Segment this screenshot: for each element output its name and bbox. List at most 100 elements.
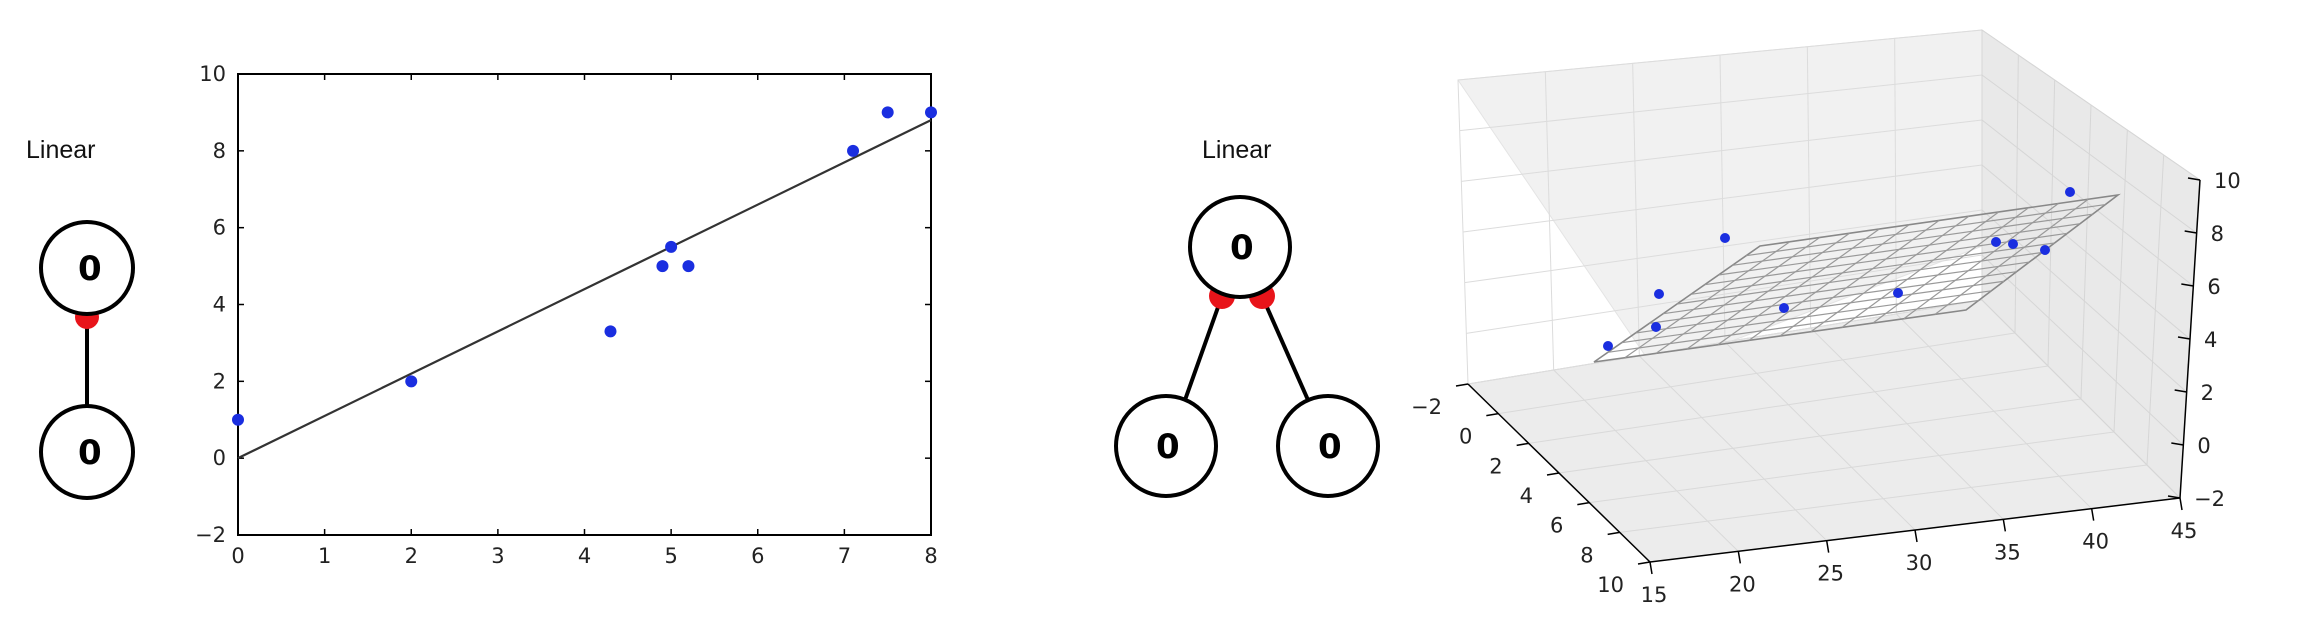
y-tick-mark	[1825, 540, 1830, 553]
data-point-3d	[2040, 245, 2050, 255]
back-grid-line	[1464, 209, 1983, 284]
back-grid-line	[1459, 74, 1983, 132]
y-tick-label: 2	[213, 369, 226, 393]
data-point-3d	[1654, 289, 1664, 299]
x-tick-label: 6	[1550, 514, 1563, 538]
data-point-3d	[2008, 239, 2018, 249]
data-point	[847, 144, 860, 157]
x-tick-mark	[1577, 501, 1590, 506]
y-tick-label: 4	[213, 293, 226, 317]
y-tick-label: 35	[1994, 540, 2021, 564]
plot-frame	[237, 73, 932, 536]
x-tick-label: 4	[1520, 484, 1533, 508]
x-tick-label: 1	[318, 544, 331, 568]
x-tick-mark	[1516, 442, 1529, 447]
back-grid-line	[1461, 119, 1983, 182]
fit-line	[237, 119, 932, 460]
data-point-3d	[2065, 187, 2075, 197]
x-tick-label: 6	[751, 544, 764, 568]
y-tick-label: 25	[1817, 562, 1844, 586]
x-tick-label: 5	[664, 544, 677, 568]
plane-grid-line	[1746, 203, 2106, 257]
x-tick-mark	[1455, 383, 1469, 387]
x-tick-label: 0	[1459, 425, 1472, 449]
x-tick-label: 4	[578, 544, 591, 568]
network-node-bottom-label: 0	[78, 433, 102, 473]
network-node-left-label: 0	[1156, 427, 1180, 467]
data-point	[405, 375, 418, 388]
plane-grid-line	[1732, 213, 2093, 266]
network-node-top	[39, 220, 135, 316]
network-node-top-label: 0	[78, 249, 102, 289]
network-node-left	[1114, 394, 1218, 498]
x-tick-label: 8	[924, 544, 937, 568]
y-tick-mark	[1914, 529, 1918, 543]
x-tick-label: 0	[231, 544, 244, 568]
x-tick-label: 8	[1580, 543, 1593, 567]
y-tick-label: 30	[1906, 551, 1933, 575]
x-tick-label: 7	[838, 544, 851, 568]
x-tick-label: 2	[405, 544, 418, 568]
y-tick-label: −2	[195, 523, 226, 547]
z-tick-label: 0	[2197, 434, 2210, 458]
z-tick-label: 8	[2211, 222, 2224, 246]
y-tick-label: 45	[2171, 519, 2198, 543]
network-node-right	[1276, 394, 1380, 498]
data-point	[656, 260, 669, 273]
network-node-right-label: 0	[1318, 427, 1342, 467]
z-tick-label: 2	[2201, 381, 2214, 405]
data-point	[665, 240, 678, 253]
network-label: Linear	[26, 136, 96, 164]
data-point	[682, 260, 695, 273]
y-tick-mark	[1737, 551, 1742, 564]
y-tick-label: 6	[213, 216, 226, 240]
floor-grid-line	[1895, 313, 2093, 510]
network-label-2: Linear	[1202, 136, 1272, 164]
y-tick-mark	[1649, 561, 1653, 575]
data-point-3d	[1991, 237, 2001, 247]
x-tick-label: 10	[1597, 573, 1624, 597]
data-point-3d	[1779, 303, 1789, 313]
data-point	[925, 106, 937, 119]
data-point	[604, 325, 617, 338]
back-grid-line	[1462, 164, 1983, 233]
x-tick-label: 2	[1489, 454, 1502, 478]
z-tick-label: 10	[2214, 169, 2241, 193]
y-tick-label: 10	[199, 62, 226, 86]
y-tick-mark	[2179, 497, 2183, 511]
y-tick-label: 8	[213, 139, 226, 163]
network-edge-left	[1183, 295, 1224, 401]
y-tick-mark	[2002, 519, 2007, 532]
z-tick-mark	[2171, 442, 2184, 446]
x-tick-label: −2	[1411, 395, 1442, 419]
data-point	[881, 106, 894, 119]
z-tick-mark	[2181, 283, 2194, 287]
z-tick-mark	[2167, 495, 2181, 499]
back-grid-line	[1457, 29, 1983, 81]
x-tick-label: 3	[491, 544, 504, 568]
z-tick-label: 6	[2207, 275, 2220, 299]
x-tick-mark	[1607, 531, 1620, 536]
network-node-top-label: 0	[1230, 228, 1254, 268]
side-grid-line	[1981, 29, 2201, 181]
back-grid-line	[1467, 299, 1983, 385]
z-tick-mark	[2174, 389, 2187, 393]
x-tick-mark	[1486, 412, 1499, 417]
data-point-3d	[1603, 341, 1613, 351]
y-tick-label: 0	[213, 446, 226, 470]
data-point	[232, 413, 244, 426]
y-tick-label: 15	[1641, 583, 1668, 607]
z-tick-mark	[2177, 336, 2191, 340]
y-tick-label: 40	[2082, 530, 2109, 554]
z-tick-mark	[2187, 177, 2201, 181]
network-node-top	[1188, 195, 1292, 299]
back-grid-line	[1466, 254, 1983, 334]
x-tick-mark	[1546, 472, 1560, 476]
z-tick-label: 4	[2204, 328, 2217, 352]
side-grid-line	[2146, 154, 2165, 466]
data-point-3d	[1893, 288, 1903, 298]
network-edge-right	[1260, 295, 1310, 401]
